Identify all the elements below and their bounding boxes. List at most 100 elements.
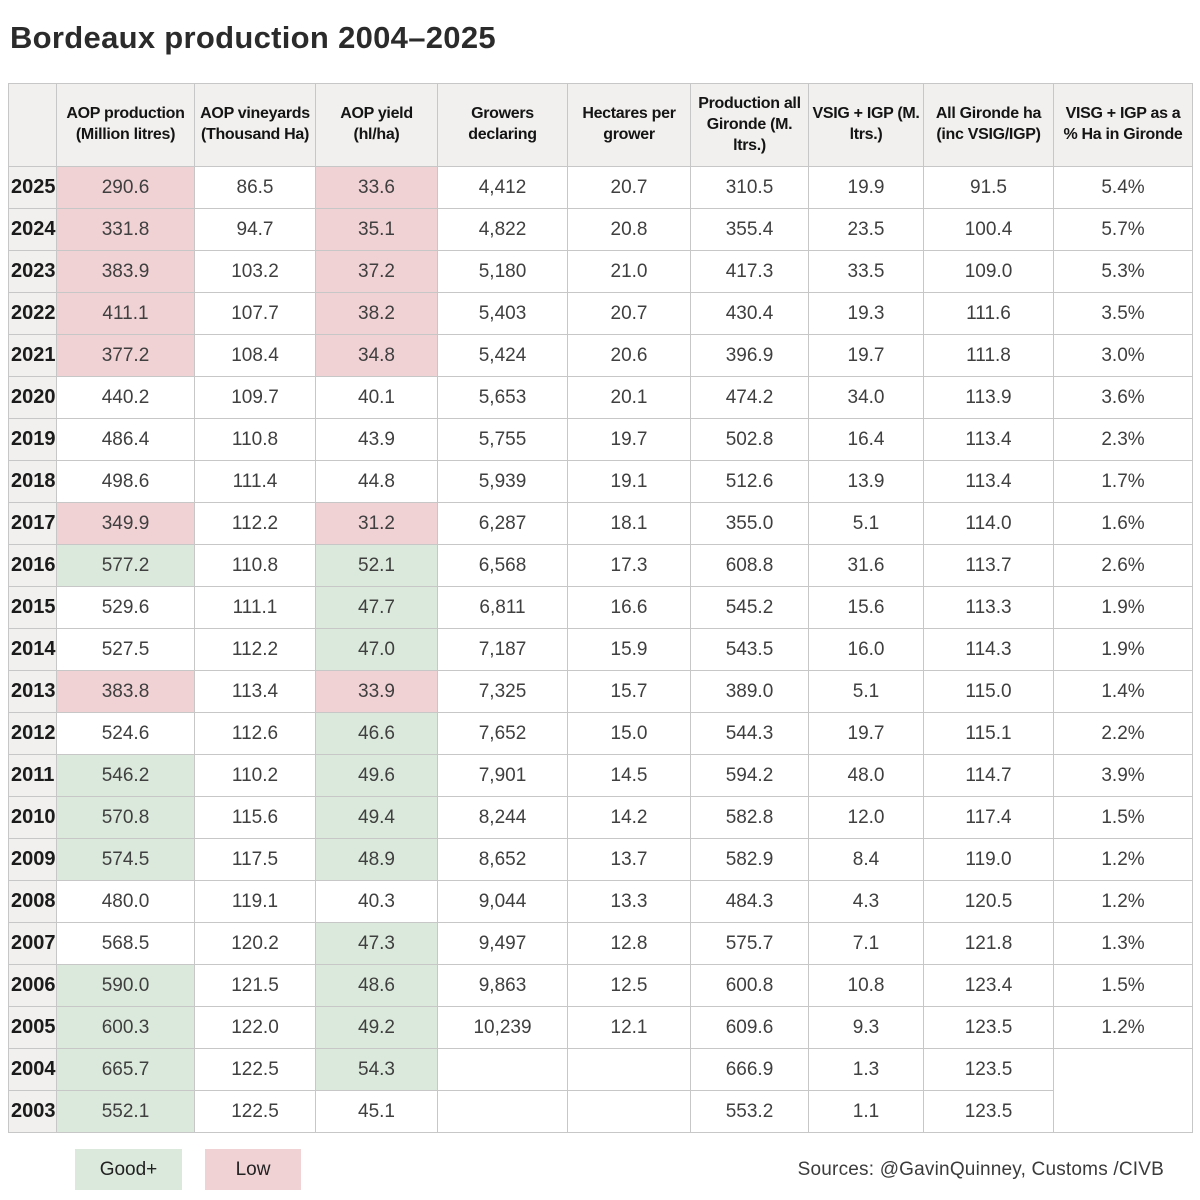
value-cell: 1.4% xyxy=(1053,670,1193,714)
value-cell: 1.9% xyxy=(1053,586,1193,630)
value-cell: 480.0 xyxy=(56,880,195,924)
value-cell: 553.2 xyxy=(690,1090,809,1134)
table-row: 2011 546.2 110.2 49.6 7,901 14.5 594.2 48.0 114.… xyxy=(8,754,1193,798)
value-cell: 37.2 xyxy=(315,250,438,294)
page-title: Bordeaux production 2004–2025 xyxy=(10,20,496,55)
value-cell: 430.4 xyxy=(690,292,809,336)
value-cell xyxy=(567,1048,691,1092)
value-cell: 10,239 xyxy=(437,1006,568,1050)
year-cell: 2022 xyxy=(8,292,57,336)
value-cell: 9,863 xyxy=(437,964,568,1008)
table-row: 2003 552.1 122.5 45.1 553.2 1.1 123.5 xyxy=(8,1090,1193,1134)
value-cell: 123.5 xyxy=(923,1048,1054,1092)
value-cell: 5,403 xyxy=(437,292,568,336)
value-cell: 20.7 xyxy=(567,292,691,336)
value-cell: 112.2 xyxy=(194,502,316,546)
value-cell: 5.3% xyxy=(1053,250,1193,294)
value-cell: 100.4 xyxy=(923,208,1054,252)
value-cell: 119.1 xyxy=(194,880,316,924)
year-cell: 2006 xyxy=(8,964,57,1008)
table-row: 2010 570.8 115.6 49.4 8,244 14.2 582.8 12.0 117.… xyxy=(8,796,1193,840)
header-production-all-gironde: Production all Gironde (M. ltrs.) xyxy=(690,82,809,168)
value-cell: 3.5% xyxy=(1053,292,1193,336)
value-cell: 5.7% xyxy=(1053,208,1193,252)
value-cell: 1.1 xyxy=(808,1090,924,1134)
value-cell: 1.2% xyxy=(1053,1006,1193,1050)
value-cell: 355.0 xyxy=(690,502,809,546)
value-cell: 49.6 xyxy=(315,754,438,798)
value-cell: 568.5 xyxy=(56,922,195,966)
value-cell: 411.1 xyxy=(56,292,195,336)
value-cell: 6,811 xyxy=(437,586,568,630)
value-cell: 389.0 xyxy=(690,670,809,714)
value-cell: 115.6 xyxy=(194,796,316,840)
value-cell: 15.7 xyxy=(567,670,691,714)
value-cell: 20.1 xyxy=(567,376,691,420)
value-cell: 109.7 xyxy=(194,376,316,420)
value-cell: 5,755 xyxy=(437,418,568,462)
value-cell: 113.9 xyxy=(923,376,1054,420)
value-cell: 33.5 xyxy=(808,250,924,294)
value-cell: 7.1 xyxy=(808,922,924,966)
value-cell: 13.3 xyxy=(567,880,691,924)
header-year xyxy=(8,82,57,168)
value-cell: 474.2 xyxy=(690,376,809,420)
value-cell: 20.7 xyxy=(567,166,691,210)
value-cell: 600.8 xyxy=(690,964,809,1008)
value-cell: 114.3 xyxy=(923,628,1054,672)
table-row: 2012 524.6 112.6 46.6 7,652 15.0 544.3 19.7 115.… xyxy=(8,712,1193,756)
value-cell: 9.3 xyxy=(808,1006,924,1050)
value-cell: 7,325 xyxy=(437,670,568,714)
value-cell: 5.4% xyxy=(1053,166,1193,210)
value-cell: 440.2 xyxy=(56,376,195,420)
header-row: AOP production (Million litres) AOP vine… xyxy=(8,82,1193,168)
value-cell: 7,652 xyxy=(437,712,568,756)
value-cell: 121.5 xyxy=(194,964,316,1008)
value-cell: 608.8 xyxy=(690,544,809,588)
value-cell: 1.3 xyxy=(808,1048,924,1092)
year-cell: 2023 xyxy=(8,250,57,294)
value-cell: 5,939 xyxy=(437,460,568,504)
value-cell: 590.0 xyxy=(56,964,195,1008)
value-cell: 48.9 xyxy=(315,838,438,882)
value-cell: 349.9 xyxy=(56,502,195,546)
value-cell: 111.6 xyxy=(923,292,1054,336)
year-cell: 2024 xyxy=(8,208,57,252)
value-cell: 17.3 xyxy=(567,544,691,588)
year-cell: 2020 xyxy=(8,376,57,420)
header-visg-igp-pct: VISG + IGP as a % Ha in Gironde xyxy=(1053,82,1193,168)
value-cell xyxy=(567,1090,691,1134)
value-cell: 21.0 xyxy=(567,250,691,294)
value-cell: 2.3% xyxy=(1053,418,1193,462)
table-row: 2017 349.9 112.2 31.2 6,287 18.1 355.0 5.1 114.0… xyxy=(8,502,1193,546)
value-cell: 117.4 xyxy=(923,796,1054,840)
value-cell: 512.6 xyxy=(690,460,809,504)
header-aop-production: AOP production (Million litres) xyxy=(56,82,195,168)
value-cell: 91.5 xyxy=(923,166,1054,210)
value-cell: 14.2 xyxy=(567,796,691,840)
value-cell: 13.7 xyxy=(567,838,691,882)
year-cell: 2009 xyxy=(8,838,57,882)
value-cell: 524.6 xyxy=(56,712,195,756)
value-cell: 47.0 xyxy=(315,628,438,672)
value-cell: 33.9 xyxy=(315,670,438,714)
value-cell: 45.1 xyxy=(315,1090,438,1134)
value-cell: 8,652 xyxy=(437,838,568,882)
table-row: 2006 590.0 121.5 48.6 9,863 12.5 600.8 10.8 123.… xyxy=(8,964,1193,1008)
value-cell: 47.7 xyxy=(315,586,438,630)
source-note: Sources: @GavinQuinney, Customs /CIVB xyxy=(797,1158,1164,1180)
value-cell: 122.5 xyxy=(194,1048,316,1092)
value-cell: 113.4 xyxy=(194,670,316,714)
value-cell: 5.1 xyxy=(808,670,924,714)
value-cell: 600.3 xyxy=(56,1006,195,1050)
value-cell: 112.2 xyxy=(194,628,316,672)
value-cell: 108.4 xyxy=(194,334,316,378)
value-cell: 110.8 xyxy=(194,544,316,588)
value-cell: 4.3 xyxy=(808,880,924,924)
year-cell: 2017 xyxy=(8,502,57,546)
value-cell: 113.4 xyxy=(923,418,1054,462)
value-cell: 1.7% xyxy=(1053,460,1193,504)
header-vsig-igp: VSIG + IGP (M. ltrs.) xyxy=(808,82,924,168)
value-cell: 544.3 xyxy=(690,712,809,756)
value-cell: 310.5 xyxy=(690,166,809,210)
